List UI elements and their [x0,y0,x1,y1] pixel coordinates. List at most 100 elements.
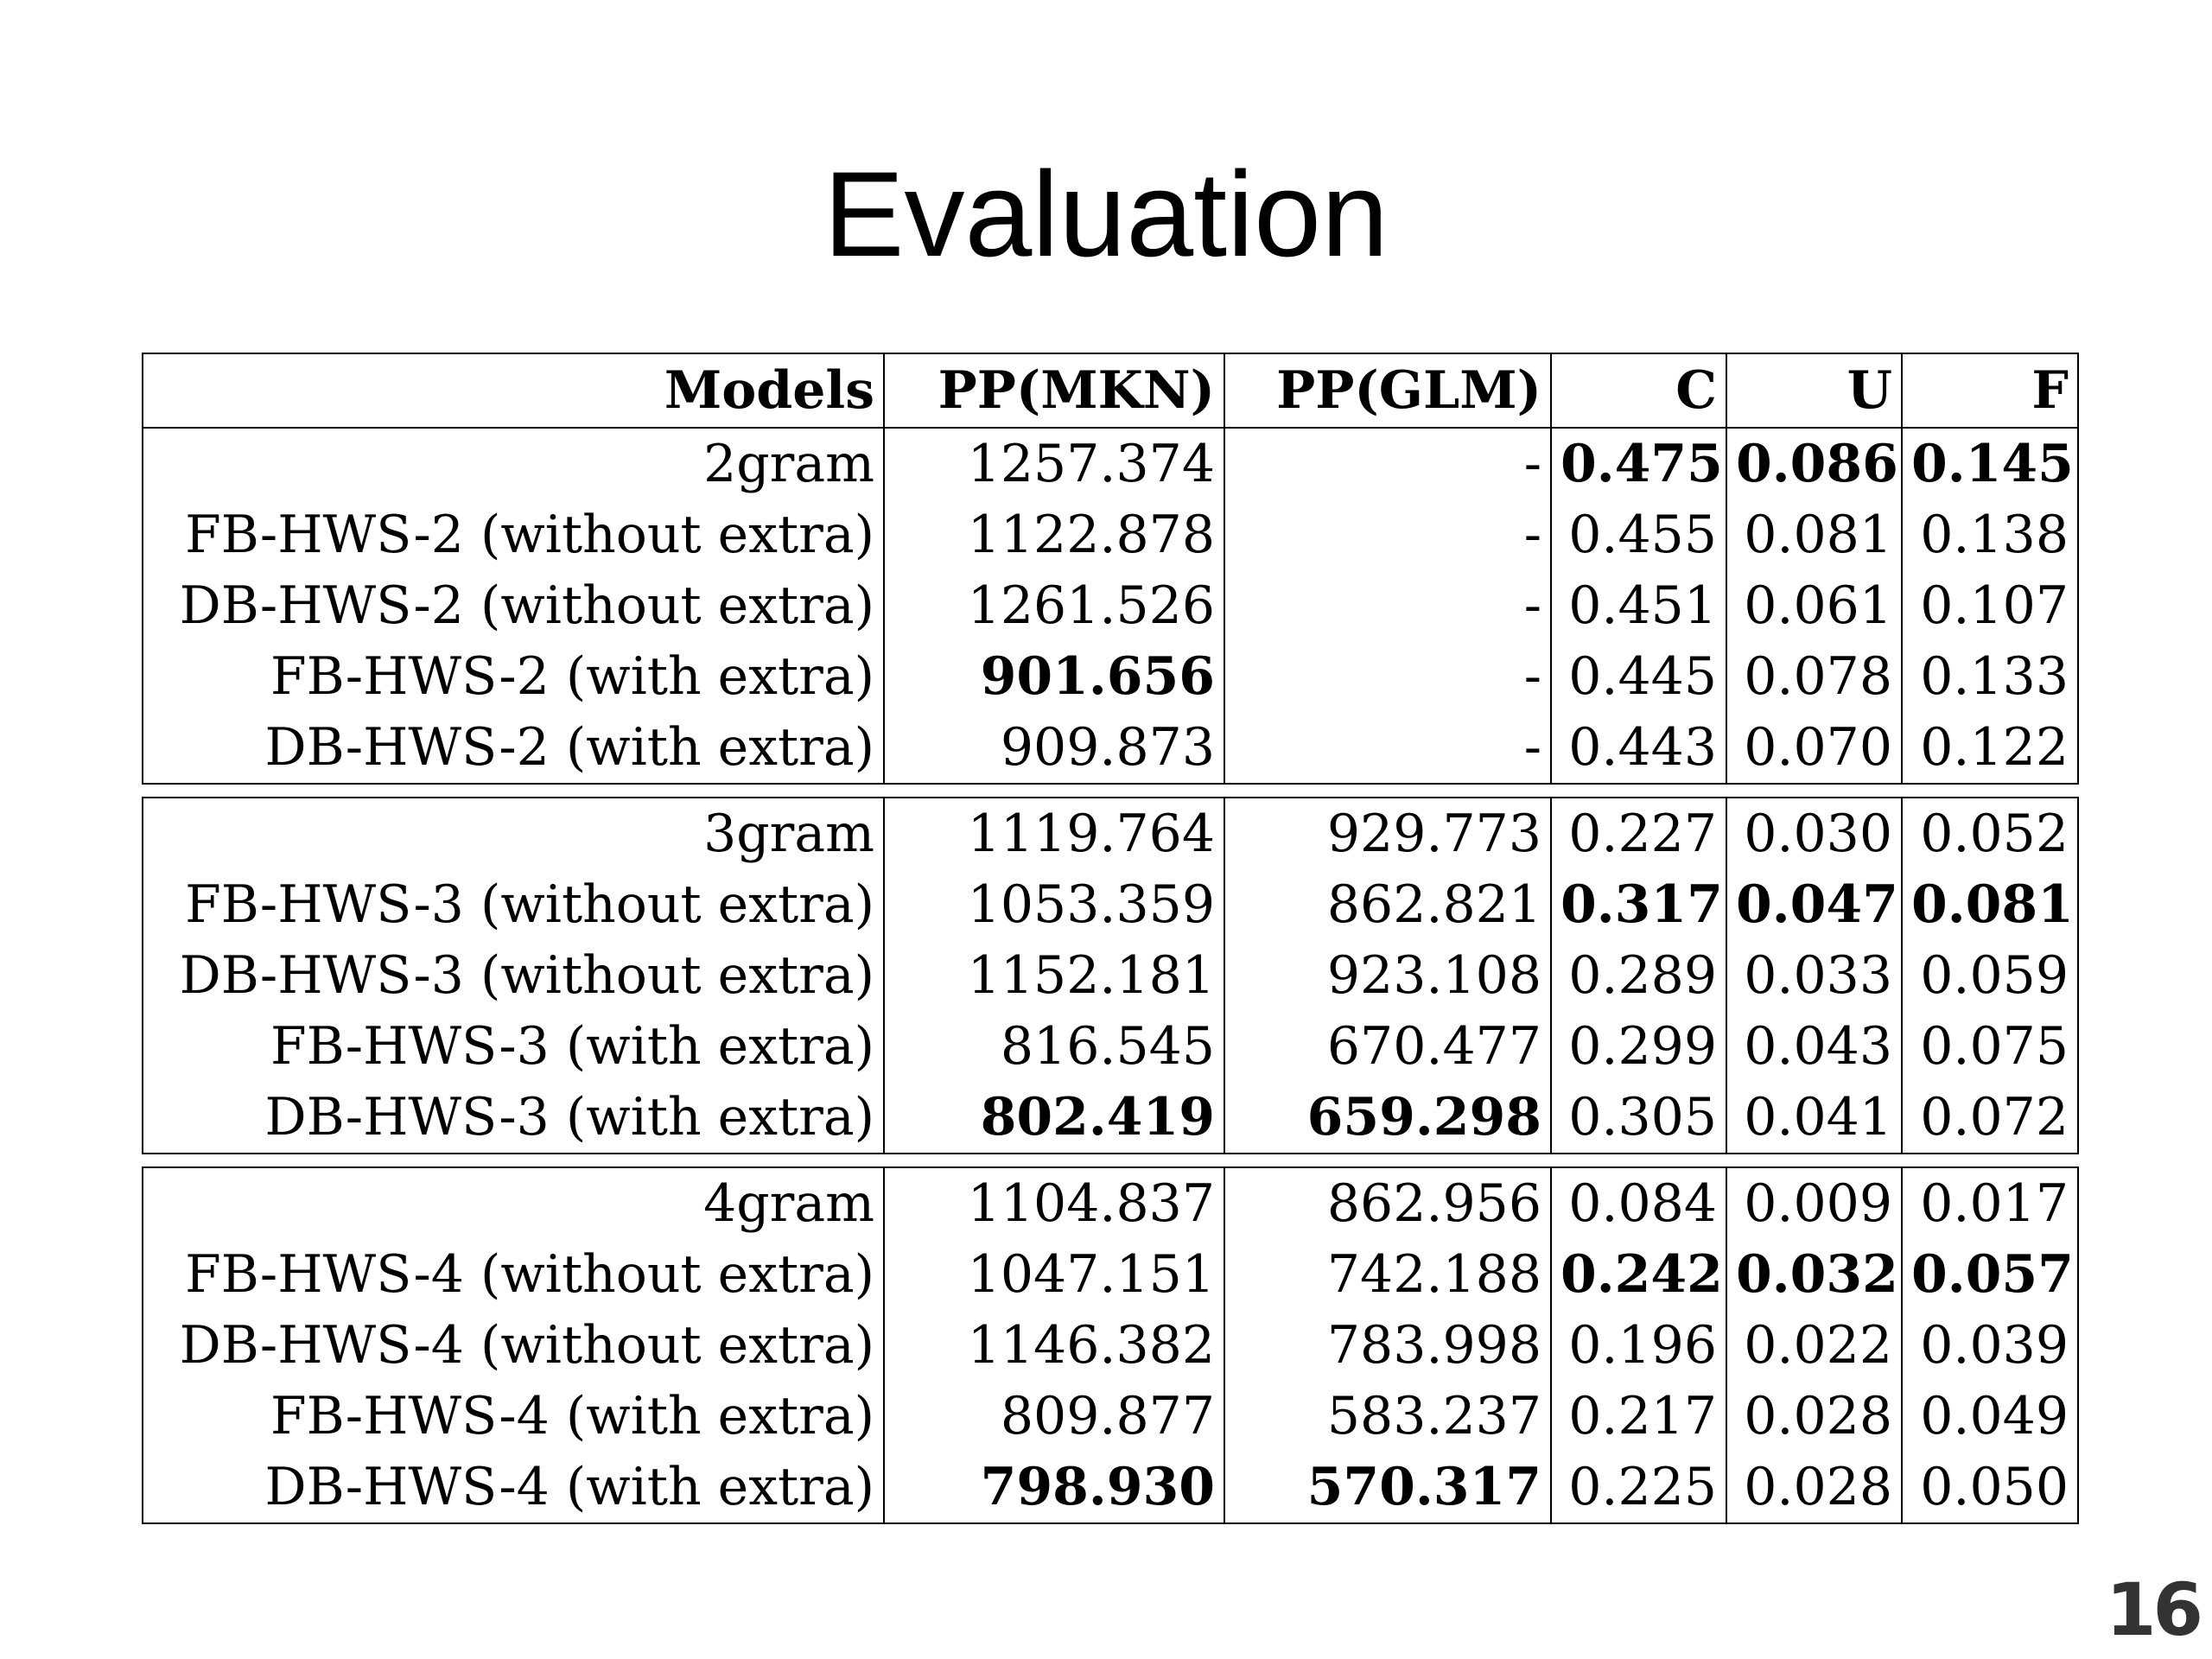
cell-model: 2gram [142,428,885,499]
header-f: F [1901,353,2079,429]
results-table: Models PP(MKN) PP(GLM) C U F 2gram 1257.… [142,353,2079,1524]
cell-pp-mkn: 816.545 [883,1011,1225,1082]
cell-u: 0.041 [1726,1082,1903,1154]
cell-f: 0.049 [1901,1381,2079,1452]
cell-pp-glm: 742.188 [1224,1239,1552,1310]
cell-pp-mkn: 1122.878 [883,499,1225,570]
cell-pp-mkn: 1152.181 [883,940,1225,1011]
cell-f: 0.122 [1901,712,2079,784]
cell-u: 0.033 [1726,940,1903,1011]
table-row: DB-HWS-4 (without extra) 1146.382 783.99… [142,1310,2079,1381]
cell-u: 0.081 [1726,499,1903,570]
table-row: FB-HWS-2 (with extra) 901.656 - 0.445 0.… [142,641,2079,712]
cell-model: FB-HWS-4 (with extra) [142,1381,885,1452]
slide-title: Evaluation [823,146,1389,282]
table-row: FB-HWS-4 (without extra) 1047.151 742.18… [142,1239,2079,1310]
cell-c: 0.242 [1550,1239,1727,1310]
cell-model: DB-HWS-3 (with extra) [142,1082,885,1154]
cell-pp-mkn: 1047.151 [883,1239,1225,1310]
cell-f: 0.081 [1901,869,2079,940]
cell-pp-glm: 783.998 [1224,1310,1552,1381]
cell-pp-mkn: 802.419 [883,1082,1225,1154]
cell-u: 0.043 [1726,1011,1903,1082]
cell-c: 0.305 [1550,1082,1727,1154]
cell-pp-mkn: 909.873 [883,712,1225,784]
cell-pp-mkn: 1119.764 [883,798,1225,869]
cell-f: 0.145 [1901,428,2079,499]
cell-f: 0.039 [1901,1310,2079,1381]
cell-model: DB-HWS-3 (without extra) [142,940,885,1011]
table-row: DB-HWS-2 (without extra) 1261.526 - 0.45… [142,570,2079,641]
cell-c: 0.451 [1550,570,1727,641]
cell-f: 0.133 [1901,641,2079,712]
cell-c: 0.475 [1550,428,1727,499]
cell-pp-mkn: 809.877 [883,1381,1225,1452]
cell-f: 0.017 [1901,1167,2079,1239]
cell-model: FB-HWS-3 (with extra) [142,1011,885,1082]
cell-pp-glm: 583.237 [1224,1381,1552,1452]
header-models: Models [142,353,885,429]
cell-pp-mkn: 1146.382 [883,1310,1225,1381]
table-row: FB-HWS-4 (with extra) 809.877 583.237 0.… [142,1381,2079,1452]
cell-pp-glm: 929.773 [1224,798,1552,869]
cell-u: 0.022 [1726,1310,1903,1381]
cell-model: 4gram [142,1167,885,1239]
header-c: C [1550,353,1727,429]
cell-pp-glm: 862.956 [1224,1167,1552,1239]
table-row: FB-HWS-2 (without extra) 1122.878 - 0.45… [142,499,2079,570]
results-table-group-1: Models PP(MKN) PP(GLM) C U F 2gram 1257.… [142,353,2079,785]
cell-model: FB-HWS-4 (without extra) [142,1239,885,1310]
cell-model: DB-HWS-4 (with extra) [142,1452,885,1523]
cell-pp-mkn: 1053.359 [883,869,1225,940]
cell-pp-mkn: 1261.526 [883,570,1225,641]
cell-c: 0.227 [1550,798,1727,869]
cell-pp-glm: 923.108 [1224,940,1552,1011]
header-pp-glm: PP(GLM) [1224,353,1552,429]
cell-u: 0.028 [1726,1452,1903,1523]
cell-f: 0.059 [1901,940,2079,1011]
header-u: U [1726,353,1903,429]
cell-c: 0.196 [1550,1310,1727,1381]
cell-c: 0.217 [1550,1381,1727,1452]
cell-c: 0.445 [1550,641,1727,712]
cell-pp-glm: - [1224,712,1552,784]
cell-u: 0.009 [1726,1167,1903,1239]
cell-pp-mkn: 1257.374 [883,428,1225,499]
cell-model: DB-HWS-4 (without extra) [142,1310,885,1381]
cell-u: 0.086 [1726,428,1903,499]
cell-model: FB-HWS-3 (without extra) [142,869,885,940]
results-table-group-2: 3gram 1119.764 929.773 0.227 0.030 0.052… [142,797,2079,1154]
cell-c: 0.443 [1550,712,1727,784]
cell-u: 0.061 [1726,570,1903,641]
cell-c: 0.289 [1550,940,1727,1011]
cell-pp-mkn: 901.656 [883,641,1225,712]
cell-model: 3gram [142,798,885,869]
table-row: FB-HWS-3 (without extra) 1053.359 862.82… [142,869,2079,940]
page-number: 16 [2106,1567,2203,1652]
cell-c: 0.299 [1550,1011,1727,1082]
cell-model: FB-HWS-2 (without extra) [142,499,885,570]
cell-f: 0.107 [1901,570,2079,641]
cell-pp-mkn: 1104.837 [883,1167,1225,1239]
cell-f: 0.075 [1901,1011,2079,1082]
cell-pp-mkn: 798.930 [883,1452,1225,1523]
cell-model: FB-HWS-2 (with extra) [142,641,885,712]
cell-f: 0.072 [1901,1082,2079,1154]
cell-pp-glm: 670.477 [1224,1011,1552,1082]
cell-pp-glm: 659.298 [1224,1082,1552,1154]
cell-u: 0.078 [1726,641,1903,712]
cell-pp-glm: - [1224,570,1552,641]
cell-c: 0.455 [1550,499,1727,570]
table-row: 4gram 1104.837 862.956 0.084 0.009 0.017 [142,1167,2079,1239]
cell-u: 0.030 [1726,798,1903,869]
table-row: DB-HWS-2 (with extra) 909.873 - 0.443 0.… [142,712,2079,784]
table-row: FB-HWS-3 (with extra) 816.545 670.477 0.… [142,1011,2079,1082]
table-row: 3gram 1119.764 929.773 0.227 0.030 0.052 [142,798,2079,869]
cell-u: 0.032 [1726,1239,1903,1310]
cell-c: 0.225 [1550,1452,1727,1523]
header-pp-mkn: PP(MKN) [883,353,1225,429]
header-row: Models PP(MKN) PP(GLM) C U F [142,353,2079,429]
table-row: DB-HWS-3 (without extra) 1152.181 923.10… [142,940,2079,1011]
cell-f: 0.057 [1901,1239,2079,1310]
table-row: DB-HWS-4 (with extra) 798.930 570.317 0.… [142,1452,2079,1523]
